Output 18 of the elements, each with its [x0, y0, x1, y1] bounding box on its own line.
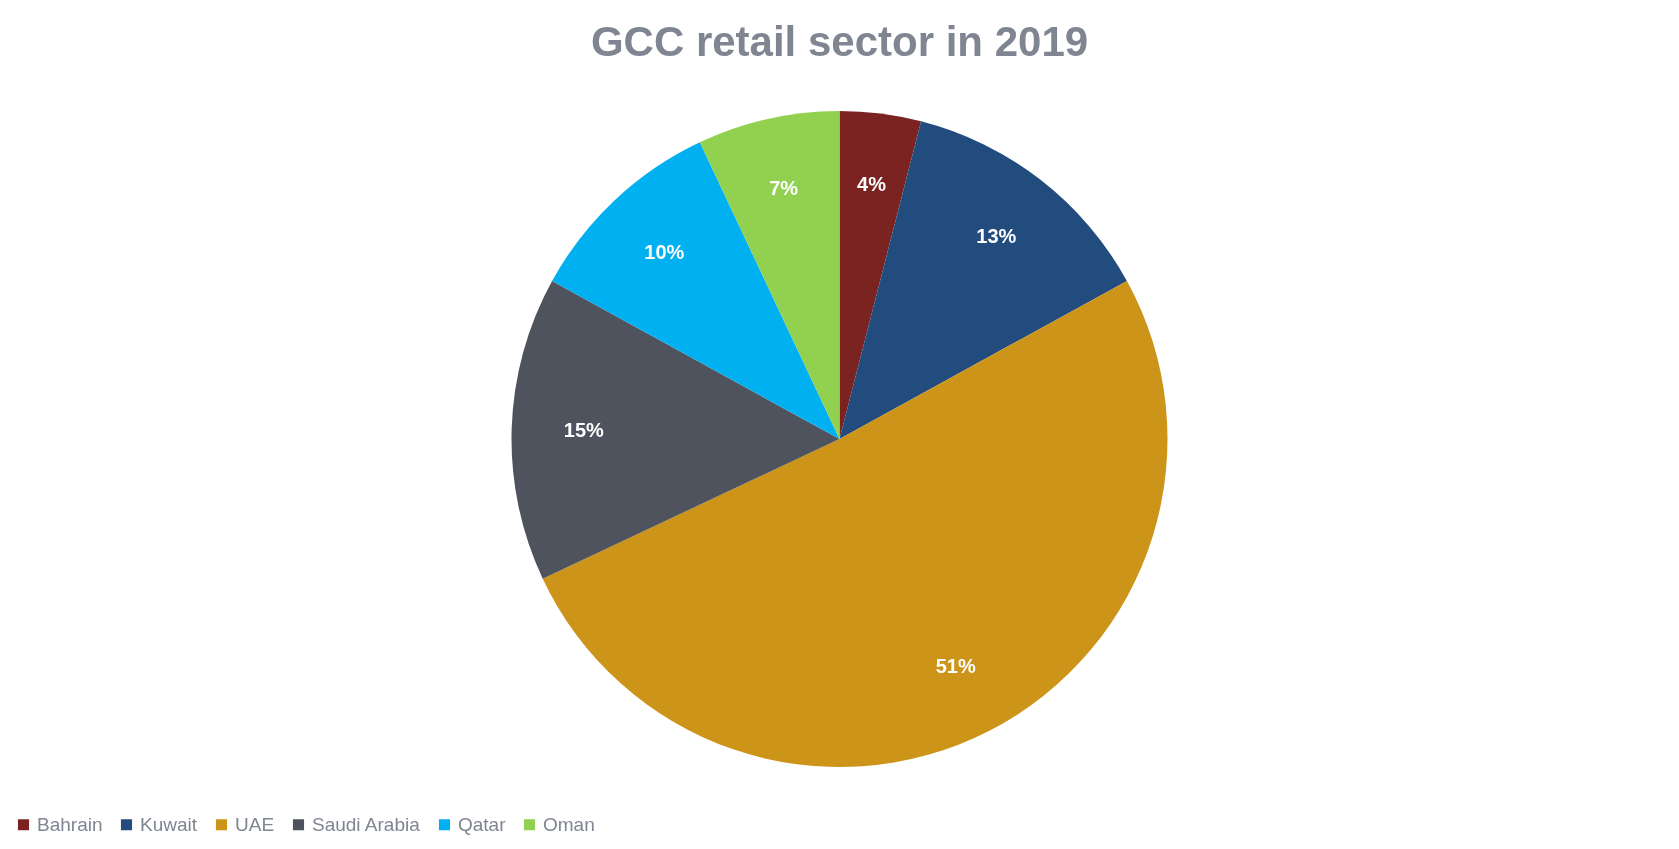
pie-slice [552, 142, 840, 439]
pie-slice [839, 121, 1127, 439]
data-label: 4% [857, 173, 887, 196]
pie-slice [699, 111, 840, 439]
data-label: 15% [563, 418, 605, 441]
pie-slice [511, 280, 840, 579]
data-label: 13% [976, 224, 1017, 247]
data-label: 51% [935, 654, 976, 677]
legend-label: UAE [235, 813, 275, 835]
data-label: 10% [644, 240, 685, 263]
legend-label: Saudi Arabia [312, 813, 421, 835]
pie-slice [542, 280, 1168, 767]
chart-title: GCC retail sector in 2019 [590, 18, 1089, 65]
legend-label: Qatar [458, 813, 507, 835]
legend-label: Bahrain [37, 813, 103, 835]
legend-label: Kuwait [140, 813, 198, 835]
legend-label: Oman [543, 813, 595, 835]
data-label: 7% [769, 177, 799, 200]
